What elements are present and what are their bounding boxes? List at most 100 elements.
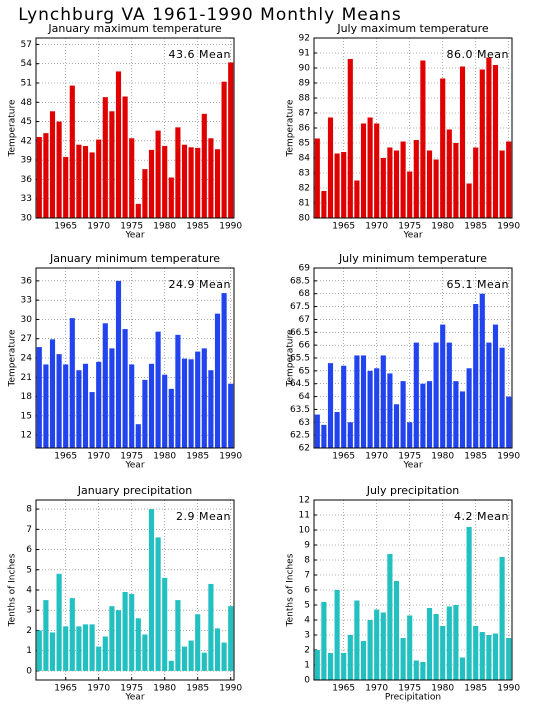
bar (168, 660, 174, 671)
bar (407, 171, 413, 218)
bar (221, 81, 227, 218)
chart-title: January minimum temperature (49, 252, 220, 265)
bar (195, 351, 201, 448)
bar (56, 573, 62, 671)
bar (228, 62, 234, 218)
y-tick-label: 2 (304, 646, 310, 656)
x-tick-label: 1970 (87, 452, 110, 462)
bar (208, 138, 214, 218)
y-tick-label: 62.5 (290, 431, 310, 441)
bar (63, 156, 69, 218)
bar (49, 632, 56, 671)
bar (214, 628, 221, 671)
bar (360, 123, 367, 218)
bar (407, 615, 413, 680)
bar (175, 600, 181, 671)
y-tick-label: 48 (21, 98, 33, 108)
x-tick-label: 1965 (54, 684, 77, 694)
x-tick-label: 1980 (431, 452, 454, 462)
bar (440, 78, 446, 218)
x-tick-label: 1990 (497, 452, 520, 462)
annotation: 86.0 Mean (447, 48, 509, 61)
bar (413, 342, 419, 448)
bar (440, 324, 446, 448)
bar (181, 358, 188, 448)
bar (374, 368, 380, 448)
plot-frame (35, 499, 235, 681)
y-tick-label: 0 (304, 676, 310, 686)
bar (446, 129, 452, 218)
plot-frame (313, 267, 513, 449)
bar (214, 313, 221, 448)
bar (341, 653, 347, 680)
y-tick-label: 65.5 (290, 354, 310, 364)
bar (341, 152, 347, 218)
bar (162, 374, 168, 448)
bar (354, 600, 360, 680)
bar (499, 150, 505, 218)
x-tick-label: 1980 (153, 452, 176, 462)
bar (453, 143, 459, 218)
bar (155, 331, 161, 448)
bar (374, 609, 380, 680)
x-tick-label: 1980 (431, 222, 454, 232)
x-tick-label: 1975 (398, 222, 421, 232)
x-tick-label: 1985 (186, 222, 209, 232)
bar (327, 117, 334, 218)
bar (142, 169, 148, 218)
bar (195, 614, 201, 671)
bar (201, 348, 207, 448)
bar (499, 557, 505, 680)
x-tick-label: 1990 (219, 684, 242, 694)
y-tick-label: 45 (21, 117, 32, 127)
bar (36, 347, 42, 448)
x-tick-label: 1975 (398, 452, 421, 462)
bar (466, 368, 472, 448)
annotation: 24.9 Mean (169, 278, 231, 291)
y-tick-label: 85 (299, 139, 310, 149)
plot-frame (313, 37, 513, 219)
x-tick-label: 1985 (186, 452, 209, 462)
y-axis-label: Tenths of Inches (8, 553, 18, 627)
bar (314, 138, 320, 218)
bar (420, 383, 426, 448)
bar (96, 646, 102, 671)
bar (102, 323, 108, 448)
bar (321, 424, 327, 448)
y-tick-label: 67.5 (290, 302, 310, 312)
bar (188, 640, 194, 671)
x-tick-label: 1985 (186, 684, 209, 694)
bar (221, 293, 227, 448)
bar (96, 139, 102, 218)
y-tick-label: 30 (21, 315, 33, 325)
bar (129, 594, 135, 671)
y-tick-label: 4 (304, 616, 310, 626)
bar (380, 158, 386, 218)
bar (479, 293, 485, 448)
x-tick-label: 1980 (153, 222, 176, 232)
annotation: 4.2 Mean (454, 510, 509, 523)
bar (347, 635, 353, 680)
bar (155, 130, 161, 218)
annotation: 65.1 Mean (447, 278, 509, 291)
y-tick-label: 67 (299, 315, 310, 325)
x-tick-label: 1965 (332, 452, 355, 462)
bar (492, 324, 499, 448)
bar (195, 147, 201, 218)
bar (135, 203, 141, 218)
chart-title: July precipitation (366, 484, 460, 497)
bar (459, 657, 466, 680)
bar (387, 147, 393, 218)
bar (433, 159, 439, 218)
bar (426, 608, 433, 680)
y-tick-label: 39 (21, 156, 33, 166)
y-tick-label: 69 (299, 264, 311, 274)
chart-title: January maximum temperature (47, 22, 221, 35)
bar (201, 113, 207, 218)
y-tick-label: 51 (21, 79, 32, 89)
y-tick-label: 83 (299, 169, 310, 179)
bar (334, 153, 340, 218)
bar (36, 137, 42, 218)
x-tick-label: 1990 (497, 222, 520, 232)
